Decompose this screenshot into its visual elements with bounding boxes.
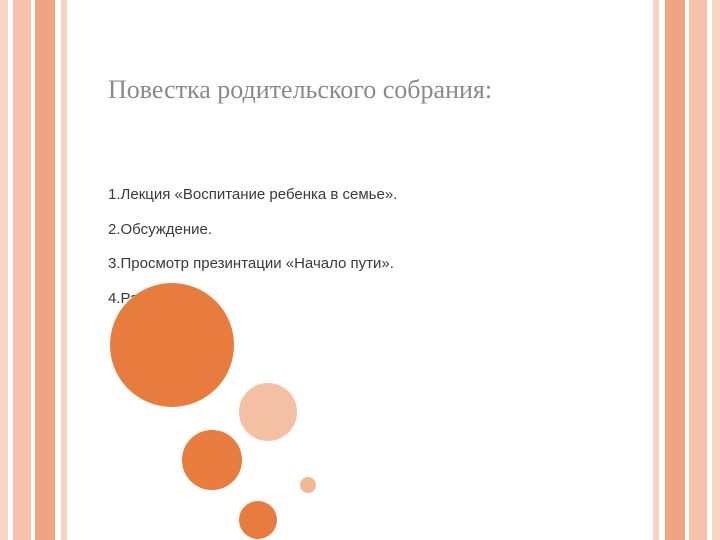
stripe: [0, 0, 8, 540]
right-stripe-group: [653, 0, 720, 540]
circle-icon: [110, 283, 234, 407]
stripe: [61, 0, 67, 540]
stripe: [665, 0, 685, 540]
stripe: [689, 0, 707, 540]
circle-icon: [182, 430, 242, 490]
slide-title: Повестка родительского собрания:: [108, 75, 492, 105]
stripe: [712, 0, 720, 540]
circle-icon: [239, 501, 277, 539]
circle-icon: [239, 383, 297, 441]
stripe: [13, 0, 31, 540]
circle-icon: [300, 477, 316, 493]
stripe: [35, 0, 55, 540]
